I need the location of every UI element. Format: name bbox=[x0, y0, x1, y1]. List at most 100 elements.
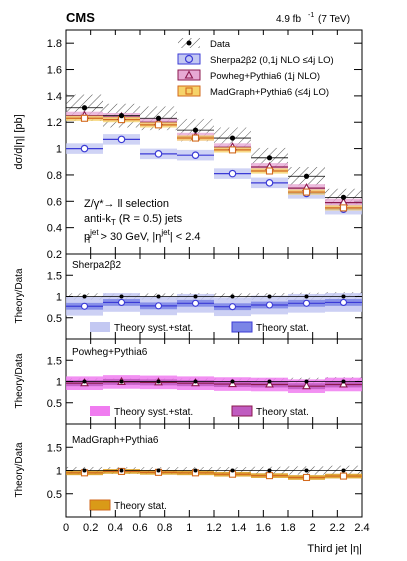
ratio-theory-point bbox=[228, 303, 237, 311]
ratio-data-point bbox=[341, 379, 346, 384]
ratio-panel-2-title: Powheg+Pythia6 bbox=[72, 347, 148, 358]
xtick-label: 2 bbox=[310, 522, 316, 534]
legend-data-label: Data bbox=[210, 39, 231, 50]
selection-line-2-a: anti-k bbox=[84, 213, 111, 225]
xtick-label: 0.8 bbox=[157, 522, 172, 534]
x-axis-ticks: 0 0.2 0.4 0.6 0.8 1 1.2 1.4 1.6 1.8 2 2.2 2.4 bbox=[63, 30, 370, 534]
ratio-3-stat-label: Theory stat. bbox=[114, 501, 167, 512]
data-point bbox=[118, 113, 125, 119]
cms-label: CMS bbox=[66, 10, 95, 25]
main-plot bbox=[66, 94, 362, 215]
lumi-value: 4.9 fb bbox=[276, 14, 301, 25]
ratio-theory-point bbox=[339, 472, 348, 480]
selection-line-3: pjet T > 30 GeV, |ηjet| < 2.4 bbox=[84, 228, 201, 245]
main-ytick-label: 1.2 bbox=[47, 117, 62, 129]
ratio-2-stat-swatch bbox=[231, 405, 253, 417]
ratio-ytick-label: 1.5 bbox=[47, 270, 62, 282]
ratio-ytick-label: 0.5 bbox=[47, 489, 62, 501]
ratio-1-stat-label: Theory stat. bbox=[256, 323, 309, 334]
xtick-label: 0 bbox=[63, 522, 69, 534]
data-point bbox=[81, 105, 88, 111]
ratio-theory-point bbox=[191, 299, 200, 307]
sherpa-point bbox=[191, 151, 200, 159]
madgraph-point bbox=[80, 114, 89, 122]
ratio-2-syst-label: Theory syst.+stat. bbox=[114, 407, 193, 418]
data-point bbox=[266, 155, 273, 161]
selection-line-3-mid: > 30 GeV, |η bbox=[97, 231, 161, 243]
ratio-ytick-label: 1 bbox=[56, 466, 62, 478]
main-ytick-label: 1.8 bbox=[47, 38, 62, 50]
data-point bbox=[192, 127, 199, 133]
ratio-data-point bbox=[267, 294, 272, 299]
legend-sherpa-box bbox=[177, 53, 201, 65]
energy-value: (7 TeV) bbox=[318, 14, 350, 25]
legend-madgraph-box bbox=[177, 85, 201, 97]
ratio-theory-point bbox=[339, 379, 348, 388]
ratio-data-point bbox=[304, 468, 309, 473]
selection-line-2-sub: T bbox=[111, 218, 116, 227]
selection-line-3-sup2: jet bbox=[160, 228, 170, 237]
ratio-data-point bbox=[230, 294, 235, 299]
sherpa-point bbox=[228, 169, 237, 178]
ratio-panel-3-title: MadGraph+Pythia6 bbox=[72, 435, 159, 446]
legend-sherpa-label: Sherpa2β2 (0,1j NLO ≤4j LO) bbox=[210, 55, 334, 66]
data-point bbox=[303, 173, 310, 179]
ratio-theory-point bbox=[339, 298, 348, 307]
ratio-data-point bbox=[119, 379, 124, 384]
xtick-label: 0.2 bbox=[83, 522, 98, 534]
legend-madgraph-label: MadGraph+Pythia6 (≤4j LO) bbox=[210, 87, 329, 98]
xtick-label: 1.2 bbox=[206, 522, 221, 534]
ratio-data-point bbox=[193, 294, 198, 299]
ratio-theory-point bbox=[302, 381, 311, 390]
madgraph-point bbox=[154, 121, 163, 129]
ratio-panel-3-legend: Theory stat. bbox=[89, 499, 167, 512]
ratio-ytick-label: 1 bbox=[56, 292, 62, 304]
ratio-theory-point bbox=[302, 299, 311, 307]
madgraph-point bbox=[228, 146, 237, 154]
ratio-3-stat-swatch bbox=[89, 499, 111, 511]
ratio-panel-1-title: Sherpa2β2 bbox=[72, 260, 122, 271]
legend-madgraph-marker bbox=[185, 87, 193, 95]
selection-line-3-sub: T bbox=[87, 236, 92, 245]
ratio-1-syst-swatch bbox=[90, 322, 110, 332]
xtick-label: 0.4 bbox=[108, 522, 123, 534]
ratio-theory-point bbox=[265, 301, 274, 309]
ratio-panel-madgraph: MadGraph+Pythia6 0.5 1 1.5 bbox=[47, 435, 362, 501]
ratio-data-point bbox=[156, 468, 161, 473]
ratio-1-stat-swatch bbox=[231, 321, 253, 333]
ratio-2-syst-swatch bbox=[90, 406, 110, 416]
ratio-panel-2-ylabel: Theory/Data bbox=[14, 353, 25, 408]
main-ytick-label: 0.4 bbox=[47, 223, 62, 235]
main-ytick-label: 1.6 bbox=[47, 65, 62, 77]
ratio-panel-powheg: Powheg+Pythia6 0.5 1 1.5 bbox=[47, 347, 362, 410]
data-point bbox=[155, 115, 162, 121]
ratio-data-point bbox=[156, 294, 161, 299]
madgraph-point bbox=[191, 134, 200, 142]
ratio-panel-1-legend: Theory syst.+stat. Theory stat. bbox=[90, 321, 309, 334]
main-ytick-label: 1 bbox=[56, 144, 62, 156]
ratio-ytick-label: 0.5 bbox=[47, 313, 62, 325]
ratio-panel-3-ylabel: Theory/Data bbox=[14, 442, 25, 497]
ratio-theory-point bbox=[154, 302, 163, 310]
selection-line-3-end: | < 2.4 bbox=[170, 231, 201, 243]
xtick-label: 1.4 bbox=[231, 522, 246, 534]
ratio-data-point bbox=[82, 294, 87, 299]
legend-powheg-marker bbox=[184, 70, 194, 79]
selection-line-1: Z/γ*→ ll selection bbox=[84, 198, 169, 210]
ratio-data-point bbox=[82, 468, 87, 473]
xtick-label: 1.6 bbox=[256, 522, 271, 534]
sherpa-point bbox=[117, 135, 126, 144]
legend-sherpa-marker bbox=[184, 54, 194, 64]
data-point bbox=[340, 194, 347, 200]
main-legend: Data Sherpa2β2 (0,1j NLO ≤4j LO) Powheg+… bbox=[177, 38, 334, 98]
sherpa-point bbox=[80, 144, 89, 153]
ratio-data-point bbox=[304, 379, 309, 384]
main-ytick-label: 1.4 bbox=[47, 91, 62, 103]
ratio-data-point bbox=[267, 468, 272, 473]
ratio-2-stat-label: Theory stat. bbox=[256, 407, 309, 418]
ratio-theory-point bbox=[80, 302, 89, 310]
ratio-data-point bbox=[82, 379, 87, 384]
sherpa-point bbox=[154, 150, 163, 158]
main-ytick-label: 0.8 bbox=[47, 170, 62, 182]
